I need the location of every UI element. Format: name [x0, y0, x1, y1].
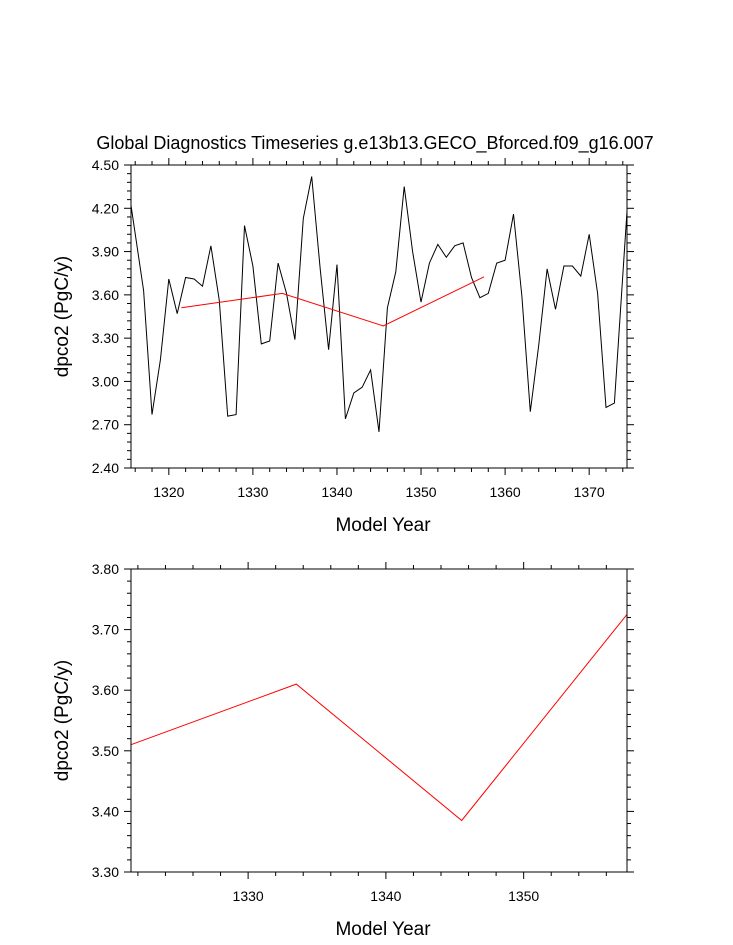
series-line-decadal-mean	[181, 276, 485, 327]
x-tick-label: 1330	[237, 484, 268, 500]
y-tick-label: 3.30	[92, 864, 119, 880]
y-tick-label: 4.20	[92, 200, 119, 216]
chart-bottom: 3.30 3.40 3.50 3.60 3.70 3.80 1330 1340 1350 Mode…	[52, 561, 634, 940]
y-axis-title: dpco2 (PgC/y)	[52, 256, 73, 377]
series-line-decadal-mean	[130, 614, 628, 822]
series-line-annual	[130, 176, 628, 432]
y-tick-label: 3.50	[92, 743, 119, 759]
x-tick-label: 1350	[405, 484, 436, 500]
y-tick-label: 3.00	[92, 373, 119, 389]
x-tick-label: 1320	[153, 484, 184, 500]
y-tick-label: 3.60	[92, 287, 119, 303]
plot-frame	[130, 568, 628, 873]
y-tick-label: 4.50	[92, 157, 119, 173]
chart-top: 2.40 2.70 3.00 3.30 3.60 3.90 4.20 4.50 1320 1330…	[52, 133, 654, 536]
y-tick-label: 2.40	[92, 460, 119, 476]
x-axis-title: Model Year	[335, 919, 431, 940]
y-tick-label: 3.90	[92, 244, 119, 260]
y-tick-label: 3.30	[92, 330, 119, 346]
x-tick-label: 1350	[508, 888, 539, 904]
y-tick-label: 3.60	[92, 682, 119, 698]
y-tick-label: 3.40	[92, 803, 119, 819]
x-tick-label: 1370	[574, 484, 605, 500]
y-tick-label: 3.70	[92, 622, 119, 638]
x-tick-label: 1340	[370, 888, 401, 904]
plot-frame	[130, 164, 628, 469]
x-axis-title: Model Year	[335, 515, 431, 536]
x-tick-label: 1360	[490, 484, 521, 500]
y-tick-label: 3.80	[92, 561, 119, 577]
chart-title: Global Diagnostics Timeseries g.e13b13.G…	[96, 133, 653, 154]
y-tick-label: 2.70	[92, 417, 119, 433]
x-tick-label: 1330	[233, 888, 264, 904]
y-axis-title: dpco2 (PgC/y)	[52, 660, 73, 781]
x-tick-label: 1340	[321, 484, 352, 500]
